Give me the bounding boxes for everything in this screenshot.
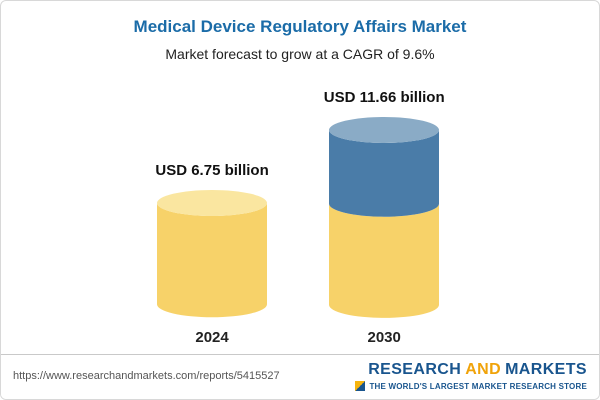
value-label-2030: USD 11.66 billion xyxy=(323,89,445,106)
chart-subtitle: Market forecast to grow at a CAGR of 9.6… xyxy=(165,46,435,62)
logo-word-markets: MARKETS xyxy=(505,361,587,378)
logo-word-and: AND xyxy=(465,361,502,378)
cylinder-bar-2024 xyxy=(157,189,268,319)
logo-mark-icon xyxy=(355,381,366,391)
report-url: https://www.researchandmarkets.com/repor… xyxy=(13,370,280,382)
value-label-2024: USD 6.75 billion xyxy=(155,162,269,179)
bar-group-2030: USD 11.66 billion 2030 xyxy=(324,89,445,346)
cylinder-bar-chart: USD 6.75 billion 2024 USD 11.66 billion … xyxy=(1,62,599,354)
cylinder-bar-2030 xyxy=(329,116,440,319)
footer: https://www.researchandmarkets.com/repor… xyxy=(1,354,599,399)
logo-wordmark: RESEARCH AND MARKETS xyxy=(355,361,587,379)
category-label-2024: 2024 xyxy=(195,329,229,346)
chart-title: Medical Device Regulatory Affairs Market xyxy=(133,17,467,36)
category-label-2030: 2030 xyxy=(367,329,401,346)
logo-tagline: THE WORLD'S LARGEST MARKET RESEARCH STOR… xyxy=(369,381,587,391)
logo-word-research: RESEARCH xyxy=(368,361,462,378)
logo-tagline-row: THE WORLD'S LARGEST MARKET RESEARCH STOR… xyxy=(355,381,587,391)
bar-group-2024: USD 6.75 billion 2024 xyxy=(155,162,268,346)
research-and-markets-logo: RESEARCH AND MARKETS THE WORLD'S LARGEST M… xyxy=(355,361,587,391)
